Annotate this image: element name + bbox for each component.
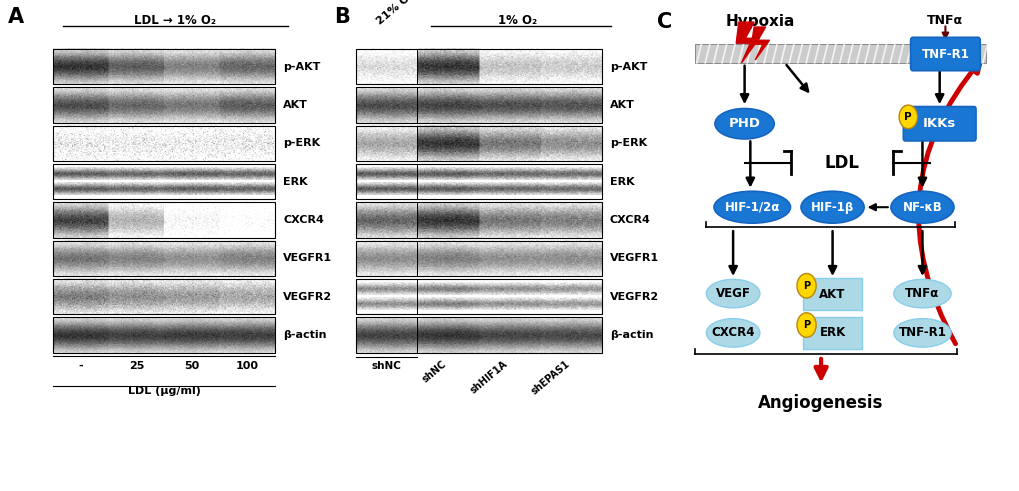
Text: VEGFR2: VEGFR2 (609, 292, 658, 301)
FancyArrowPatch shape (918, 61, 979, 344)
Text: LDL → 1% O₂: LDL → 1% O₂ (135, 14, 216, 27)
Text: p-AKT: p-AKT (282, 62, 320, 72)
Text: CXCR4: CXCR4 (282, 215, 324, 225)
Ellipse shape (893, 319, 951, 347)
Text: VEGFR1: VEGFR1 (282, 253, 332, 263)
Text: Angiogenesis: Angiogenesis (758, 394, 882, 412)
Text: VEGFR2: VEGFR2 (282, 292, 332, 301)
FancyBboxPatch shape (910, 37, 979, 71)
Text: CXCR4: CXCR4 (609, 215, 650, 225)
Bar (53, 87, 275, 123)
Text: B: B (334, 7, 351, 27)
Ellipse shape (714, 109, 773, 139)
FancyBboxPatch shape (802, 278, 862, 310)
Bar (53, 317, 275, 353)
Bar (356, 241, 601, 276)
Text: ERK: ERK (282, 177, 308, 187)
FancyBboxPatch shape (903, 107, 975, 141)
Text: NF-κB: NF-κB (902, 201, 942, 214)
Text: β-actin: β-actin (609, 330, 653, 340)
Bar (356, 49, 601, 84)
Bar (53, 164, 275, 199)
Bar (53, 49, 275, 84)
Bar (53, 202, 275, 238)
Ellipse shape (713, 191, 790, 223)
Bar (53, 126, 275, 161)
Text: VEGFR1: VEGFR1 (609, 253, 658, 263)
Text: CXCR4: CXCR4 (710, 327, 754, 339)
Text: TNFα: TNFα (926, 14, 963, 27)
Text: TNF-R1: TNF-R1 (920, 48, 968, 60)
Ellipse shape (705, 319, 759, 347)
Bar (356, 164, 601, 199)
Text: 1% O₂: 1% O₂ (498, 14, 537, 27)
Ellipse shape (800, 191, 863, 223)
Text: C: C (656, 12, 672, 32)
Ellipse shape (705, 279, 759, 308)
Text: shNC: shNC (420, 358, 447, 384)
Text: A: A (8, 7, 24, 27)
Circle shape (899, 105, 917, 129)
FancyBboxPatch shape (694, 44, 984, 63)
Text: shHIF1A: shHIF1A (469, 358, 510, 395)
Text: TNF-R1: TNF-R1 (898, 327, 946, 339)
Ellipse shape (893, 279, 951, 308)
Text: p-ERK: p-ERK (609, 138, 646, 148)
Text: ERK: ERK (609, 177, 634, 187)
Circle shape (796, 313, 815, 337)
Bar (356, 87, 601, 123)
Bar (356, 126, 601, 161)
Bar (356, 202, 601, 238)
Text: HIF-1/2α: HIF-1/2α (723, 201, 780, 214)
Polygon shape (736, 22, 758, 63)
Text: P: P (904, 112, 911, 122)
Text: -: - (78, 361, 84, 371)
Text: p-ERK: p-ERK (282, 138, 320, 148)
Text: LDL: LDL (823, 154, 859, 172)
Text: AKT: AKT (282, 100, 308, 110)
Text: P: P (802, 281, 809, 291)
Bar (53, 241, 275, 276)
Text: AKT: AKT (609, 100, 634, 110)
Text: LDL (μg/ml): LDL (μg/ml) (127, 386, 201, 396)
Text: p-AKT: p-AKT (609, 62, 647, 72)
Text: VEGF: VEGF (715, 287, 750, 300)
Text: β-actin: β-actin (282, 330, 326, 340)
Text: PHD: PHD (728, 117, 760, 130)
Text: IKKs: IKKs (922, 117, 956, 130)
Text: shEPAS1: shEPAS1 (529, 358, 571, 396)
FancyBboxPatch shape (802, 317, 862, 349)
Text: TNFα: TNFα (905, 287, 938, 300)
Text: P: P (802, 320, 809, 330)
Text: shNC: shNC (371, 361, 400, 371)
Ellipse shape (890, 191, 953, 223)
Circle shape (796, 273, 815, 298)
Text: 25: 25 (128, 361, 144, 371)
Text: ERK: ERK (818, 327, 845, 339)
Text: 100: 100 (235, 361, 259, 371)
Polygon shape (751, 27, 768, 60)
Bar (53, 279, 275, 314)
Bar (356, 317, 601, 353)
Text: Hypoxia: Hypoxia (725, 14, 794, 29)
Text: AKT: AKT (818, 288, 845, 300)
Text: 21% O₂: 21% O₂ (375, 0, 416, 27)
Text: 50: 50 (184, 361, 200, 371)
Text: HIF-1β: HIF-1β (810, 201, 853, 214)
Bar (356, 279, 601, 314)
